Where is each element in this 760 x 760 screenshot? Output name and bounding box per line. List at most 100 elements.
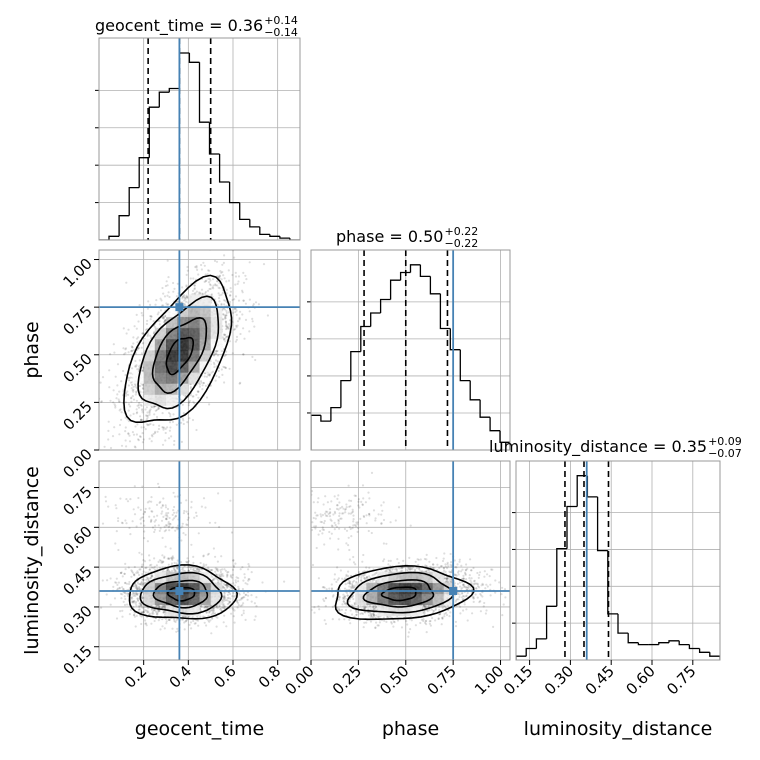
sample-point <box>247 568 250 571</box>
sample-point <box>189 386 192 389</box>
sample-point <box>127 384 130 387</box>
sample-point <box>237 577 240 580</box>
sample-point <box>127 432 130 435</box>
sample-point <box>220 555 223 558</box>
sample-point <box>164 529 168 532</box>
sample-point <box>148 577 151 580</box>
sample-point <box>127 432 130 435</box>
sample-point <box>137 599 140 602</box>
sample-point <box>220 271 223 274</box>
hist-bin-geocent_time-17 <box>269 234 280 237</box>
sample-point <box>161 560 164 563</box>
sample-point <box>149 612 152 615</box>
sample-point <box>150 574 153 577</box>
sample-point <box>122 347 125 350</box>
sample-point <box>191 395 194 398</box>
sample-point <box>241 313 244 316</box>
sample-point <box>119 571 123 575</box>
sample-point <box>153 520 156 523</box>
density-cell <box>166 361 178 373</box>
sample-point <box>257 303 260 306</box>
sample-point <box>150 462 152 464</box>
sample-point <box>131 367 134 370</box>
sample-point <box>244 593 247 597</box>
sample-point <box>136 581 139 584</box>
sample-point <box>225 584 228 588</box>
sample-point <box>166 568 169 571</box>
sample-point <box>151 575 154 578</box>
sample-point <box>153 557 156 560</box>
sample-point <box>150 500 153 503</box>
sample-point <box>161 605 164 609</box>
sample-point <box>153 619 156 623</box>
sample-point <box>175 423 178 426</box>
sample-point <box>186 269 189 272</box>
sample-point <box>117 398 120 401</box>
sample-point <box>195 511 198 514</box>
sample-point <box>198 568 202 571</box>
sample-point <box>220 303 223 306</box>
sample-point <box>247 594 250 597</box>
density-cell <box>177 327 189 340</box>
sample-point <box>218 300 221 303</box>
sample-point <box>151 611 154 614</box>
sample-point <box>164 284 167 288</box>
sample-point <box>234 581 238 584</box>
sample-point <box>137 336 140 339</box>
sample-point <box>216 616 219 619</box>
sample-point <box>152 423 155 426</box>
sample-point <box>228 592 232 596</box>
hist-bin-phase-2 <box>330 406 341 422</box>
sample-point <box>112 343 115 346</box>
sample-point <box>150 622 153 625</box>
sample-point <box>223 594 226 597</box>
sample-point <box>135 592 138 596</box>
sample-point <box>197 273 200 276</box>
sample-point <box>148 554 151 557</box>
density-cell <box>143 350 156 362</box>
sample-point <box>165 302 168 305</box>
sample-point <box>118 423 122 427</box>
sample-point <box>205 624 208 627</box>
sample-point <box>196 567 199 570</box>
sample-point <box>127 379 131 382</box>
sample-point <box>217 286 220 289</box>
sample-point <box>129 376 132 379</box>
sample-point <box>159 297 162 300</box>
sample-point <box>107 420 110 423</box>
sample-point <box>140 611 143 614</box>
sample-point <box>227 323 231 326</box>
sample-point <box>219 575 222 578</box>
sample-point <box>233 595 236 598</box>
sample-point <box>128 580 131 584</box>
sample-point <box>118 586 121 589</box>
sample-point <box>225 292 228 295</box>
sample-point <box>120 521 124 524</box>
sample-point <box>225 280 228 283</box>
sample-point <box>226 584 230 587</box>
sample-point <box>166 259 169 262</box>
panel-border-h1 <box>310 249 511 451</box>
sample-point <box>198 568 201 571</box>
sample-point <box>193 284 196 287</box>
sample-point <box>187 512 190 515</box>
sample-point <box>223 583 226 587</box>
sample-point <box>157 407 160 410</box>
sample-point <box>210 609 213 612</box>
sample-point <box>189 387 192 390</box>
sample-point <box>224 317 227 320</box>
sample-point <box>253 618 256 622</box>
sample-point <box>161 286 164 290</box>
sample-point <box>160 506 163 509</box>
sample-point <box>145 578 148 582</box>
hist-bin-luminosity_distance-14 <box>658 642 669 645</box>
sample-point <box>192 555 195 559</box>
sample-point <box>134 385 137 388</box>
sample-point <box>143 610 146 613</box>
sample-point <box>222 595 225 598</box>
sample-point <box>210 568 213 572</box>
sample-point <box>208 287 211 291</box>
sample-point <box>139 614 142 617</box>
sample-point <box>196 390 199 393</box>
